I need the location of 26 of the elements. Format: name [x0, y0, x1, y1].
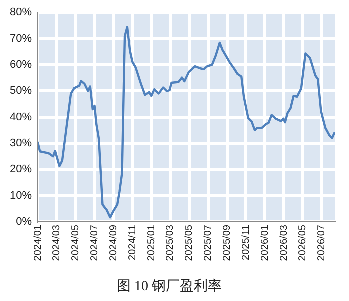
x-tick-label: 2025/09 [222, 224, 234, 262]
x-tick-label: 2026/07 [316, 224, 328, 262]
x-tick-label: 2026/01 [260, 224, 271, 262]
y-tick-label: 60% [10, 58, 32, 71]
x-tick-label: 2024/05 [70, 224, 82, 262]
x-tick-label: 2025/01 [146, 224, 158, 262]
x-tick-label: 2024/07 [90, 224, 101, 262]
y-tick-label: 80% [10, 6, 32, 19]
x-tick-label: 2026/05 [298, 224, 309, 262]
text: 图 10 钢厂盈利率 [117, 278, 222, 294]
y-tick-label: 20% [10, 164, 32, 176]
x-tick-label: 2024/09 [108, 224, 120, 262]
x-tick-label: 2024/03 [52, 224, 63, 262]
x-tick-label: 2026/03 [278, 224, 290, 262]
x-tick-label: 2024/11 [127, 224, 138, 260]
x-tick-label: 2025/11 [240, 224, 252, 260]
y-tick-label: 10% [10, 190, 32, 202]
y-tick-label: 70% [10, 32, 32, 45]
x-tick-label: 2025/07 [203, 224, 214, 262]
x-tick-label: 2024/01 [32, 224, 44, 262]
y-tick-label: 0% [16, 216, 32, 228]
x-tick-label: 2025/03 [165, 224, 176, 262]
y-tick-label: 40% [10, 111, 32, 124]
x-tick-label: 2025/05 [184, 224, 196, 262]
y-tick-label: 30% [10, 138, 32, 150]
y-tick-label: 50% [10, 85, 32, 98]
